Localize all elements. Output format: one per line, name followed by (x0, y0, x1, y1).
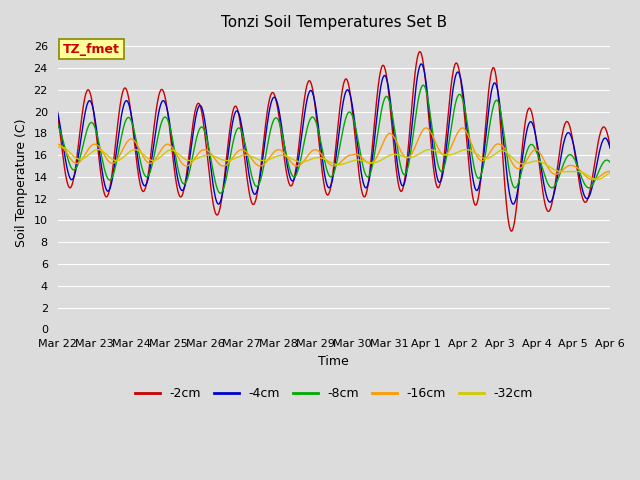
Y-axis label: Soil Temperature (C): Soil Temperature (C) (15, 118, 28, 247)
Legend: -2cm, -4cm, -8cm, -16cm, -32cm: -2cm, -4cm, -8cm, -16cm, -32cm (130, 383, 538, 406)
X-axis label: Time: Time (319, 355, 349, 368)
Text: TZ_fmet: TZ_fmet (63, 43, 120, 56)
Title: Tonzi Soil Temperatures Set B: Tonzi Soil Temperatures Set B (221, 15, 447, 30)
